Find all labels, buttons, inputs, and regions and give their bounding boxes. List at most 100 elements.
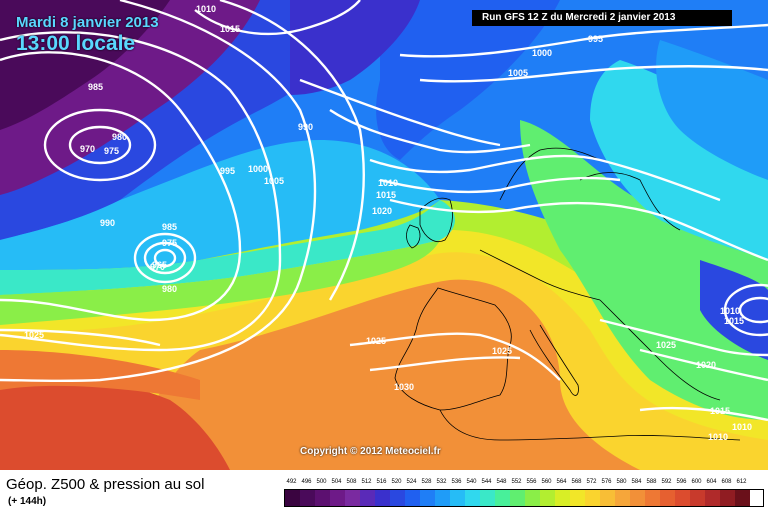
forecast-date: Mardi 8 janvier 2013 (16, 14, 159, 31)
legend-swatch (465, 490, 480, 506)
legend-swatch (570, 490, 585, 506)
isobar-label: 1010 (732, 422, 752, 432)
isobar-label: 980 (112, 132, 127, 142)
isobar-label: 1010 (378, 178, 398, 188)
isobar-label: 1000 (248, 164, 268, 174)
legend-swatch (600, 490, 615, 506)
legend-label: 560 (541, 479, 552, 485)
legend-label: 524 (406, 479, 417, 485)
legend-label: 520 (391, 479, 402, 485)
color-scale (284, 489, 764, 507)
legend-swatch (510, 490, 525, 506)
legend-swatch (630, 490, 645, 506)
legend-swatch (555, 490, 570, 506)
legend-swatch (480, 490, 495, 506)
legend-swatch (645, 490, 660, 506)
legend-label: 512 (361, 479, 372, 485)
isobar-label: 990 (100, 218, 115, 228)
legend-swatch (285, 490, 300, 506)
legend-label: 584 (631, 479, 642, 485)
legend-swatch (615, 490, 630, 506)
legend-swatch (375, 490, 390, 506)
isobar-label: 1030 (394, 382, 414, 392)
legend-swatch (540, 490, 555, 506)
legend-label: 508 (346, 479, 357, 485)
legend-label: 596 (676, 479, 687, 485)
legend-label: 592 (661, 479, 672, 485)
legend-swatch (690, 490, 705, 506)
legend-swatch (390, 490, 405, 506)
legend-swatch (435, 490, 450, 506)
legend-swatch (360, 490, 375, 506)
legend-swatch (300, 490, 315, 506)
legend-swatch (450, 490, 465, 506)
isobar-label: 1025 (656, 340, 676, 350)
legend-swatch (420, 490, 435, 506)
legend-label: 540 (466, 479, 477, 485)
legend-swatch (705, 490, 720, 506)
legend-swatch (405, 490, 420, 506)
isobars (0, 0, 768, 422)
legend-label: 548 (496, 479, 507, 485)
legend-swatch (675, 490, 690, 506)
legend-label: 556 (526, 479, 537, 485)
legend-label: 600 (691, 479, 702, 485)
forecast-time: 13:00 locale (16, 32, 136, 55)
isobar-label: 985 (88, 82, 103, 92)
legend-swatch (345, 490, 360, 506)
isobar-label: 970 (150, 262, 165, 272)
legend-label: 588 (646, 479, 657, 485)
legend-label: 564 (556, 479, 567, 485)
legend-label: 612 (736, 479, 747, 485)
legend-swatch (330, 490, 345, 506)
isobar-label: 985 (162, 222, 177, 232)
legend-swatch (495, 490, 510, 506)
legend-label: 500 (316, 479, 327, 485)
legend-label: 580 (616, 479, 627, 485)
isobar-label: 1005 (508, 68, 528, 78)
isobar-label: 965 (152, 260, 167, 270)
legend-swatch (735, 490, 750, 506)
geopotential-field (0, 0, 768, 470)
isobar-label: 1025 (366, 336, 386, 346)
legend-value-labels: 492 496 500 504 508 512 516 520 524 528 532 536 540 5… (284, 479, 764, 489)
isobar-label: 1020 (696, 360, 716, 370)
legend-bar: Géop. Z500 & pression au sol (+ 144h) 49… (0, 470, 768, 512)
isobar-label: 970 (80, 144, 95, 154)
legend-label: 608 (721, 479, 732, 485)
legend-label: 528 (421, 479, 432, 485)
isobar-label: 1010 (708, 432, 728, 442)
isobar-label: 995 (220, 166, 235, 176)
legend-label: 572 (586, 479, 597, 485)
legend-label: 492 (286, 479, 297, 485)
isobar-label: 975 (104, 146, 119, 156)
legend-label: 544 (481, 479, 492, 485)
isobar-label: 995 (588, 34, 603, 44)
legend-label: 532 (436, 479, 447, 485)
isobar-label: 1005 (264, 176, 284, 186)
legend-swatch (585, 490, 600, 506)
isobar-label: 1010 (196, 4, 216, 14)
run-info: Run GFS 12 Z du Mercredi 2 janvier 2013 (472, 10, 732, 26)
isobar-label: 980 (162, 284, 177, 294)
legend-label: 516 (376, 479, 387, 485)
legend-label: 504 (331, 479, 342, 485)
isobar-label: 1015 (710, 406, 730, 416)
forecast-hour: (+ 144h) (8, 496, 47, 507)
legend-swatch (660, 490, 675, 506)
copyright: Copyright © 2012 Meteociel.fr (300, 446, 441, 457)
isobar-label: 990 (298, 122, 313, 132)
legend-swatch (315, 490, 330, 506)
legend-label: 496 (301, 479, 312, 485)
isobar-label: 1015 (376, 190, 396, 200)
legend-swatch (525, 490, 540, 506)
legend-label: 552 (511, 479, 522, 485)
isobar-label: 1000 (532, 48, 552, 58)
isobar-label: 1015 (724, 316, 744, 326)
isobar-label: 1010 (720, 306, 740, 316)
legend-swatch (720, 490, 735, 506)
isobar-label: 975 (162, 238, 177, 248)
coastlines (394, 147, 741, 441)
